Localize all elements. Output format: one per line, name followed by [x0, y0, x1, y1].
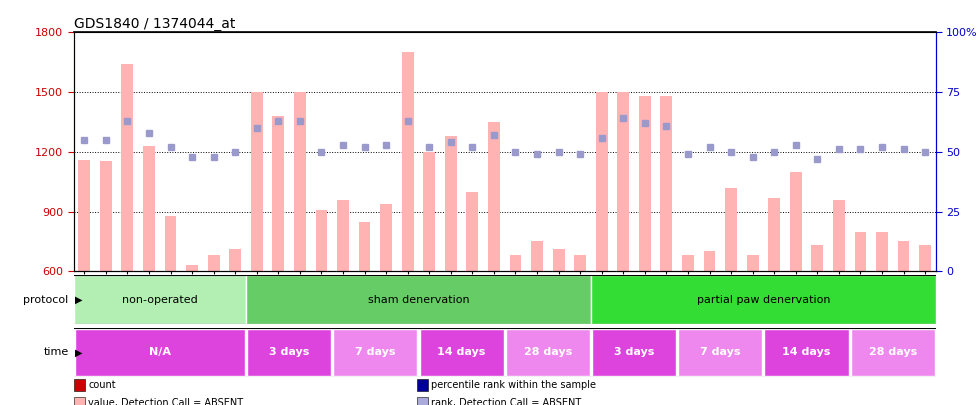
Bar [380, 204, 392, 271]
Bar [402, 52, 414, 271]
Bar [747, 256, 759, 271]
Bar [208, 256, 220, 271]
Bar [682, 256, 694, 271]
Text: protocol: protocol [24, 295, 69, 305]
Text: count: count [88, 380, 116, 390]
Bar [316, 210, 327, 271]
Bar [506, 329, 590, 376]
Text: sham denervation: sham denervation [368, 295, 469, 305]
Bar [186, 265, 198, 271]
Bar [811, 245, 823, 271]
Bar [419, 329, 504, 376]
Text: value, Detection Call = ABSENT: value, Detection Call = ABSENT [88, 398, 243, 405]
Bar [488, 122, 500, 271]
Bar [833, 200, 845, 271]
Bar [617, 92, 629, 271]
Bar [100, 161, 112, 271]
Bar [851, 329, 935, 376]
Text: rank, Detection Call = ABSENT: rank, Detection Call = ABSENT [431, 398, 581, 405]
Text: 3 days: 3 days [269, 347, 310, 357]
Bar [553, 249, 564, 271]
Bar [591, 275, 936, 324]
Bar [768, 198, 780, 271]
Bar [876, 232, 888, 271]
Bar [725, 188, 737, 271]
Bar [143, 146, 155, 271]
Bar [229, 249, 241, 271]
Bar [246, 275, 591, 324]
Bar [790, 172, 802, 271]
Bar [574, 256, 586, 271]
Text: GDS1840 / 1374044_at: GDS1840 / 1374044_at [74, 17, 235, 31]
Bar [78, 160, 90, 271]
Bar [445, 136, 457, 271]
Bar [251, 92, 263, 271]
Bar [898, 241, 909, 271]
Text: time: time [43, 347, 69, 357]
Bar [294, 92, 306, 271]
Bar [466, 192, 478, 271]
Bar [74, 329, 245, 376]
Bar [247, 329, 331, 376]
Text: 7 days: 7 days [700, 347, 741, 357]
Bar [531, 241, 543, 271]
Bar [165, 215, 176, 271]
Bar [122, 64, 133, 271]
Bar [661, 96, 672, 271]
Bar [74, 275, 246, 324]
Text: 7 days: 7 days [355, 347, 396, 357]
Text: partial paw denervation: partial paw denervation [697, 295, 830, 305]
Bar [678, 329, 762, 376]
Text: non-operated: non-operated [122, 295, 198, 305]
Bar [592, 329, 676, 376]
Text: ▶: ▶ [74, 295, 82, 305]
Text: 28 days: 28 days [523, 347, 572, 357]
Bar [333, 329, 417, 376]
Text: 28 days: 28 days [868, 347, 917, 357]
Text: N/A: N/A [149, 347, 171, 357]
Bar [855, 232, 866, 271]
Bar [639, 96, 651, 271]
Text: 14 days: 14 days [782, 347, 831, 357]
Text: percentile rank within the sample: percentile rank within the sample [431, 380, 596, 390]
Text: 3 days: 3 days [613, 347, 655, 357]
Bar [919, 245, 931, 271]
Bar [764, 329, 849, 376]
Text: 14 days: 14 days [437, 347, 486, 357]
Bar [272, 116, 284, 271]
Bar [596, 92, 608, 271]
Bar [423, 152, 435, 271]
Bar [704, 252, 715, 271]
Bar [510, 256, 521, 271]
Bar [337, 200, 349, 271]
Bar [359, 222, 370, 271]
Text: ▶: ▶ [74, 347, 82, 357]
